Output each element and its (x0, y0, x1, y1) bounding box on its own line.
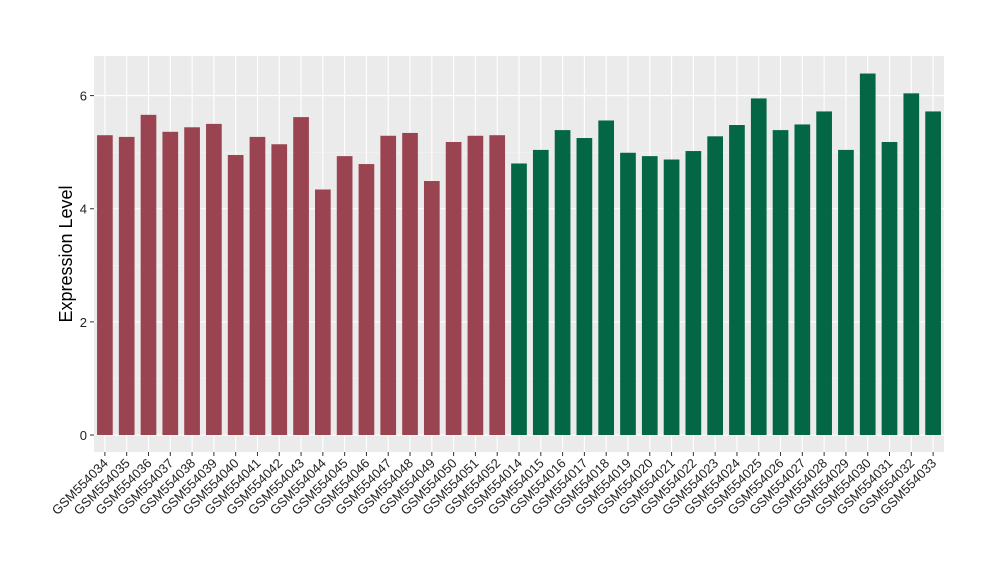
y-tick-label: 4 (80, 202, 87, 217)
bar-GSM554045 (336, 156, 353, 436)
bar-GSM554034 (97, 135, 113, 436)
bar-GSM554037 (162, 131, 179, 436)
y-axis-title: Expression Level (56, 185, 76, 322)
bar-GSM554023 (707, 136, 723, 436)
bar-GSM554014 (511, 163, 527, 436)
bar-GSM554024 (729, 125, 745, 436)
bar-GSM554019 (620, 152, 636, 436)
bar-GSM554015 (532, 149, 549, 436)
bar-GSM554046 (358, 164, 375, 436)
bar-GSM554033 (925, 111, 941, 436)
y-tick-label: 0 (80, 428, 87, 443)
bar-GSM554047 (380, 135, 397, 436)
bar-GSM554018 (598, 120, 615, 436)
x-axis: GSM554034GSM554035GSM554036GSM554037GSM5… (49, 452, 939, 518)
y-axis: 0 2 4 6 (80, 89, 94, 443)
bar-GSM554022 (685, 151, 702, 436)
bar-GSM554020 (641, 156, 658, 436)
bar-GSM554043 (293, 117, 309, 436)
bar-GSM554029 (838, 149, 854, 436)
y-tick-label: 6 (80, 89, 87, 104)
bar-GSM554048 (402, 132, 418, 436)
bar-GSM554031 (881, 141, 898, 436)
bar-GSM554039 (206, 123, 222, 436)
y-tick-label: 2 (80, 315, 87, 330)
bar-GSM554030 (859, 73, 876, 436)
bar-GSM554026 (772, 130, 789, 436)
bar-GSM554027 (794, 124, 811, 436)
bar-GSM554025 (750, 98, 767, 436)
bar-GSM554036 (140, 114, 157, 436)
bar-GSM554038 (184, 127, 200, 436)
bar-GSM554041 (249, 136, 266, 436)
bars (97, 73, 941, 436)
bar-GSM554028 (816, 111, 832, 436)
bar-GSM554044 (315, 189, 331, 436)
bar-GSM554040 (227, 155, 244, 436)
bar-GSM554032 (903, 93, 920, 436)
bar-GSM554042 (271, 144, 288, 436)
bar-GSM554016 (554, 130, 571, 436)
bar-GSM554035 (118, 136, 135, 436)
bar-GSM554021 (663, 159, 680, 436)
bar-GSM554051 (467, 135, 484, 436)
bar-GSM554050 (445, 141, 462, 436)
bar-GSM554017 (576, 138, 593, 436)
bar-GSM554049 (423, 181, 440, 436)
bar-GSM554052 (489, 135, 506, 436)
